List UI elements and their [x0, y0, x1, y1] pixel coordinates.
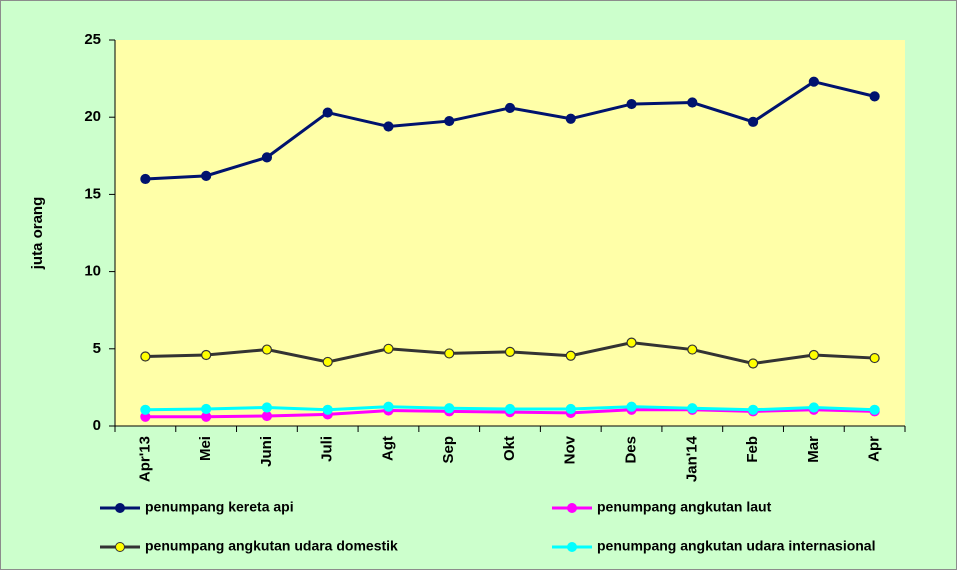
legend-label: penumpang angkutan laut	[597, 499, 772, 515]
data-point	[201, 170, 212, 181]
x-tick-label: Des	[623, 436, 640, 464]
data-point	[747, 116, 759, 127]
data-point	[687, 344, 698, 355]
data-point	[261, 344, 273, 355]
y-tick-label: 15	[84, 185, 101, 202]
x-tick-label: Juli	[319, 436, 336, 462]
data-point	[444, 348, 455, 359]
x-tick-label: Agt	[379, 436, 396, 461]
legend-marker	[567, 503, 577, 513]
x-tick-label: Nov	[562, 435, 579, 464]
data-point	[261, 152, 273, 163]
data-point	[322, 107, 333, 118]
data-point	[504, 346, 516, 357]
x-tick-label: Mar	[805, 436, 822, 463]
data-point	[261, 410, 273, 422]
data-point	[383, 343, 394, 354]
data-point	[687, 403, 698, 414]
legend-marker	[115, 503, 125, 513]
y-tick-label: 20	[84, 108, 101, 125]
data-point	[869, 404, 880, 415]
y-tick-label: 25	[84, 31, 101, 48]
data-point	[565, 113, 576, 124]
data-point	[869, 352, 880, 364]
data-point	[383, 401, 394, 412]
x-tick-label: Jan'14	[683, 435, 700, 482]
data-point	[869, 91, 880, 102]
data-point	[140, 173, 151, 185]
data-point	[444, 403, 455, 414]
x-tick-label: Sep	[440, 436, 457, 464]
y-tick-label: 0	[93, 417, 101, 434]
data-point	[626, 337, 637, 348]
data-point	[687, 97, 698, 108]
data-point	[322, 356, 333, 368]
x-tick-label: Okt	[501, 436, 518, 461]
x-tick-label: Apr	[866, 436, 883, 462]
data-point	[504, 102, 516, 114]
y-tick-label: 10	[84, 263, 101, 280]
data-point	[504, 403, 516, 415]
data-point	[261, 402, 273, 413]
plot-area	[115, 40, 905, 426]
data-point	[322, 404, 333, 415]
x-tick-label: Mei	[197, 436, 214, 461]
data-point	[808, 349, 819, 361]
legend-marker	[567, 542, 577, 552]
x-tick-label: Apr'13	[136, 436, 153, 482]
y-tick-label: 5	[93, 340, 101, 357]
data-point	[383, 121, 394, 132]
data-point	[565, 403, 576, 415]
legend-label: penumpang angkutan udara internasional	[597, 538, 875, 554]
data-point	[626, 98, 637, 110]
data-point	[444, 115, 455, 127]
data-point	[747, 404, 759, 415]
data-point	[626, 401, 637, 412]
data-point	[201, 403, 212, 415]
legend-marker	[115, 542, 125, 552]
data-point	[201, 349, 212, 361]
data-point	[565, 350, 576, 361]
data-point	[140, 404, 151, 415]
y-axis-label: juta orang	[29, 197, 46, 271]
data-point	[808, 402, 819, 413]
data-point	[747, 358, 759, 369]
legend-label: penumpang kereta api	[145, 499, 294, 515]
x-tick-label: Feb	[744, 436, 761, 463]
data-point	[808, 76, 819, 87]
data-point	[140, 351, 151, 362]
x-tick-label: Juni	[258, 436, 275, 467]
legend-label: penumpang angkutan udara domestik	[145, 538, 398, 554]
